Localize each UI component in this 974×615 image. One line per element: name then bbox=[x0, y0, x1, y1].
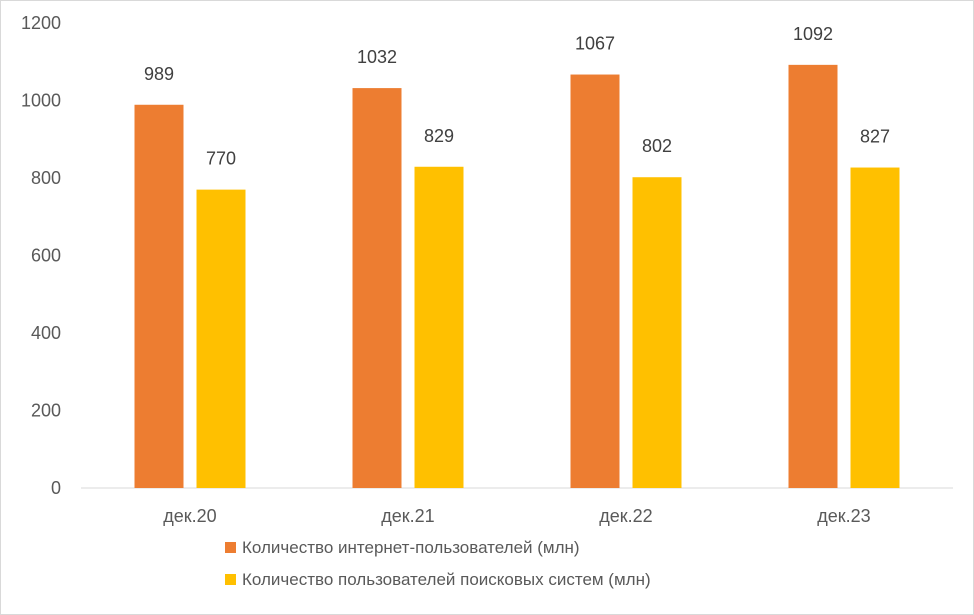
data-label: 829 bbox=[424, 126, 454, 146]
bar-internet-users bbox=[134, 104, 184, 488]
bar-internet-users bbox=[788, 64, 838, 488]
category-labels: дек.20 дек.21 дек.22 дек.23 bbox=[163, 506, 870, 526]
y-tick-label: 800 bbox=[31, 168, 61, 188]
legend-label: Количество пользователей поисковых систе… bbox=[242, 570, 651, 589]
data-label: 1067 bbox=[575, 34, 615, 54]
bar-search-users bbox=[632, 177, 682, 488]
bar-internet-users bbox=[352, 88, 402, 488]
data-label: 1092 bbox=[793, 24, 833, 44]
data-label: 827 bbox=[860, 127, 890, 147]
data-label: 1032 bbox=[357, 47, 397, 67]
x-category-label: дек.22 bbox=[599, 506, 652, 526]
y-tick-label: 1000 bbox=[21, 91, 61, 111]
x-category-label: дек.21 bbox=[381, 506, 434, 526]
legend-swatch bbox=[225, 542, 236, 553]
legend-label: Количество интернет-пользователей (млн) bbox=[242, 538, 580, 557]
data-label: 989 bbox=[144, 64, 174, 84]
legend: Количество интернет-пользователей (млн) К… bbox=[225, 538, 651, 589]
bar-search-users bbox=[196, 189, 246, 488]
x-category-label: дек.20 bbox=[163, 506, 216, 526]
y-tick-label: 600 bbox=[31, 246, 61, 266]
bar-search-users bbox=[414, 166, 464, 488]
data-labels: 989 770 1032 829 1067 802 1092 827 bbox=[144, 24, 890, 169]
bars bbox=[134, 64, 900, 488]
bar-search-users bbox=[850, 167, 900, 488]
data-label: 770 bbox=[206, 149, 236, 169]
bar-internet-users bbox=[570, 74, 620, 488]
y-tick-label: 200 bbox=[31, 401, 61, 421]
x-category-label: дек.23 bbox=[817, 506, 870, 526]
y-tick-label: 400 bbox=[31, 323, 61, 343]
legend-swatch bbox=[225, 574, 236, 585]
y-tick-label: 1200 bbox=[21, 13, 61, 33]
y-axis-ticks: 0 200 400 600 800 1000 1200 bbox=[21, 13, 61, 498]
y-tick-label: 0 bbox=[51, 478, 61, 498]
data-label: 802 bbox=[642, 136, 672, 156]
